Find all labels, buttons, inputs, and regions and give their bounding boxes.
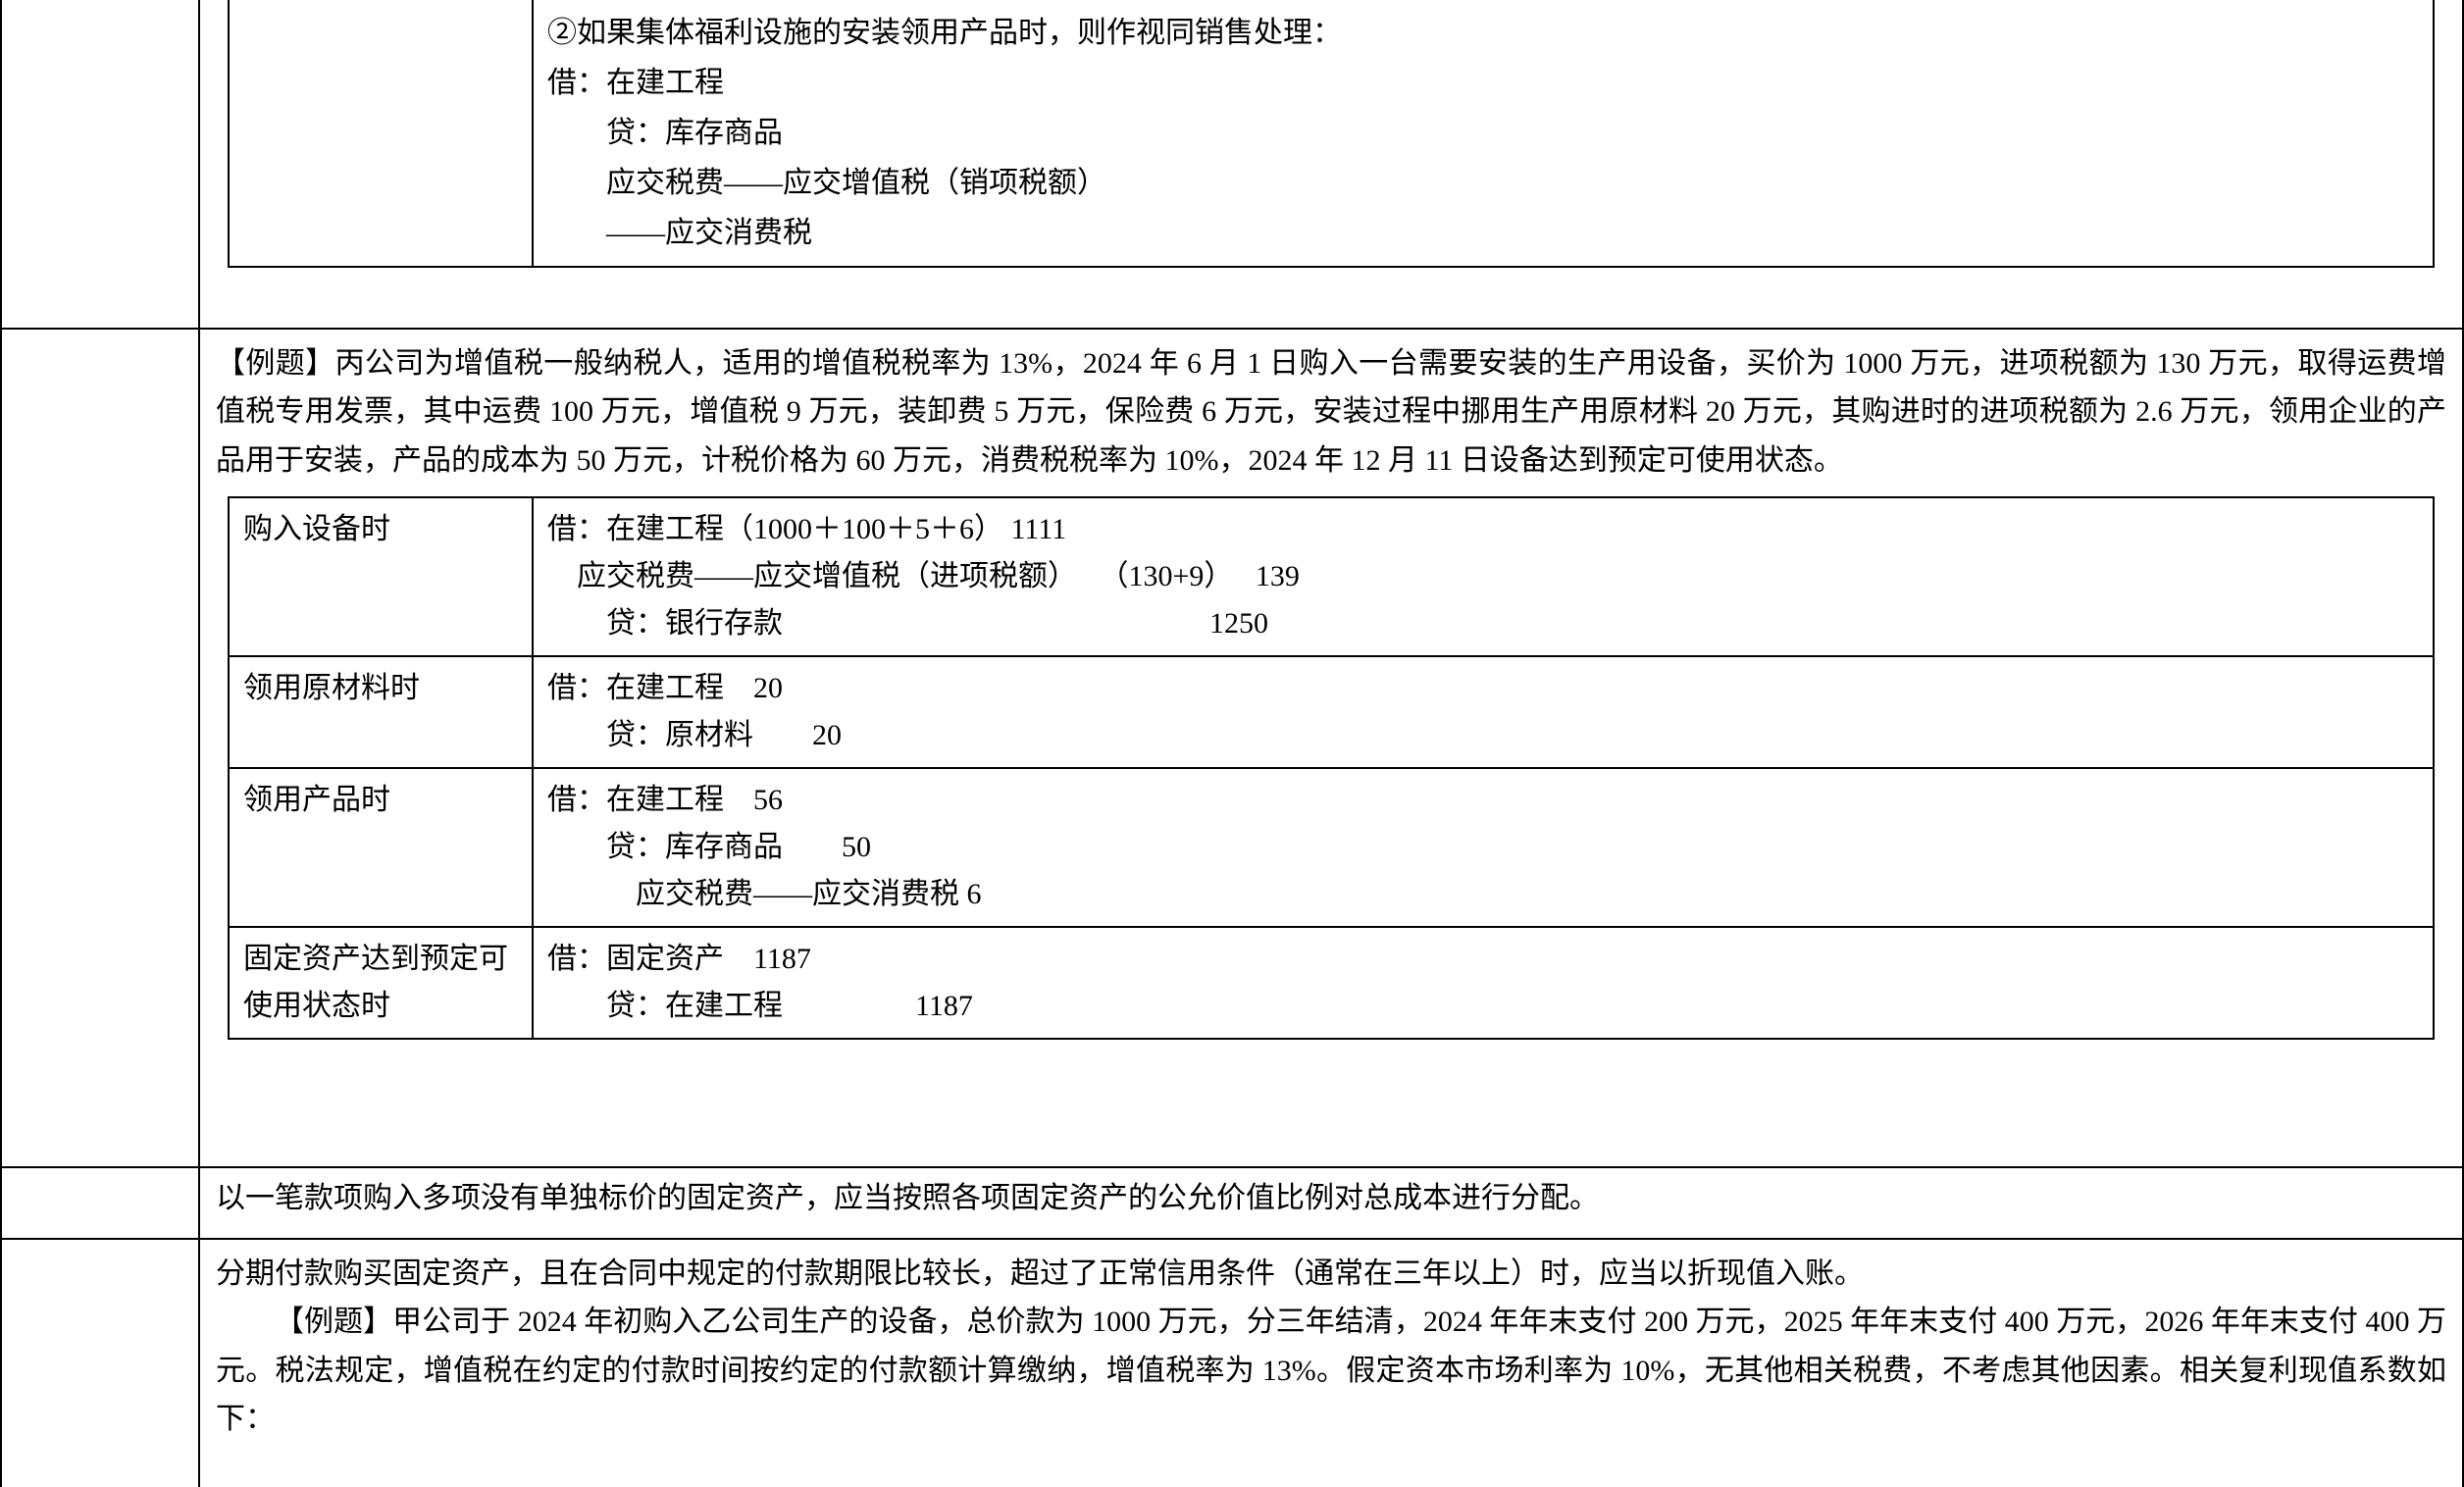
allocation-note-cell: 以一笔款项购入多项没有单独标价的固定资产，应当按照各项固定资产的公允价值比例对总… <box>199 1167 2463 1239</box>
welfare-entry-label <box>230 0 534 266</box>
welfare-entry-lines: ②如果集体福利设施的安装领用产品时，则作视同销售处理： 借：在建工程 贷：库存商… <box>534 0 2433 266</box>
left-margin-cell-4 <box>1 1239 199 1487</box>
journal-entries-table: 购入设备时 借：在建工程（1000＋100＋5＋6） 1111 应交税费——应交… <box>228 496 2435 1040</box>
entry-label-2: 领用产品时 <box>230 769 534 926</box>
left-margin-cell-3 <box>1 1167 199 1239</box>
installment-section: 分期付款购买固定资产，且在合同中规定的付款期限比较长，超过了正常信用条件（通常在… <box>199 1239 2463 1487</box>
example1-section: 【例题】丙公司为增值税一般纳税人，适用的增值税税率为 13%，2024 年 6 … <box>199 329 2463 1167</box>
example1-text: 【例题】丙公司为增值税一般纳税人，适用的增值税税率为 13%，2024 年 6 … <box>200 330 2462 497</box>
welfare-line-1: 借：在建工程 <box>547 67 724 99</box>
entry-text-1: 借：在建工程 20 贷：原材料 20 <box>534 657 2433 767</box>
entry-label-3: 固定资产达到预定可使用状态时 <box>230 928 534 1038</box>
left-margin-cell <box>1 0 199 329</box>
table-row: 领用原材料时 借：在建工程 20 贷：原材料 20 <box>230 655 2433 767</box>
top-section-cell: ②如果集体福利设施的安装领用产品时，则作视同销售处理： 借：在建工程 贷：库存商… <box>199 0 2463 329</box>
welfare-line-3: 应交税费——应交增值税（销项税额） <box>547 167 1106 199</box>
outer-table: ②如果集体福利设施的安装领用产品时，则作视同销售处理： 借：在建工程 贷：库存商… <box>0 0 2464 1487</box>
table-row: 固定资产达到预定可使用状态时 借：固定资产 1187 贷：在建工程 1187 <box>230 926 2433 1038</box>
welfare-line-4: ——应交消费税 <box>547 217 812 249</box>
entry-text-0: 借：在建工程（1000＋100＋5＋6） 1111 应交税费——应交增值税（进项… <box>534 498 2433 655</box>
welfare-line-2: 贷：库存商品 <box>547 117 783 149</box>
left-margin-cell-2 <box>1 329 199 1167</box>
installment-intro: 分期付款购买固定资产，且在合同中规定的付款期限比较长，超过了正常信用条件（通常在… <box>200 1240 2462 1299</box>
allocation-note: 以一笔款项购入多项没有单独标价的固定资产，应当按照各项固定资产的公允价值比例对总… <box>200 1168 2462 1229</box>
entry-label-0: 购入设备时 <box>230 498 534 655</box>
example2-text: 【例题】甲公司于 2024 年初购入乙公司生产的设备，总价款为 1000 万元，… <box>200 1298 2462 1456</box>
welfare-entry-box: ②如果集体福利设施的安装领用产品时，则作视同销售处理： 借：在建工程 贷：库存商… <box>228 0 2435 268</box>
table-row: 领用产品时 借：在建工程 56 贷：库存商品 50 应交税费——应交消费税 6 <box>230 767 2433 926</box>
table-row: 购入设备时 借：在建工程（1000＋100＋5＋6） 1111 应交税费——应交… <box>230 498 2433 655</box>
welfare-line-0: ②如果集体福利设施的安装领用产品时，则作视同销售处理： <box>547 17 1342 49</box>
entry-text-3: 借：固定资产 1187 贷：在建工程 1187 <box>534 928 2433 1038</box>
entry-text-2: 借：在建工程 56 贷：库存商品 50 应交税费——应交消费税 6 <box>534 769 2433 926</box>
document-page: ②如果集体福利设施的安装领用产品时，则作视同销售处理： 借：在建工程 贷：库存商… <box>0 0 2464 1487</box>
entry-label-1: 领用原材料时 <box>230 657 534 767</box>
